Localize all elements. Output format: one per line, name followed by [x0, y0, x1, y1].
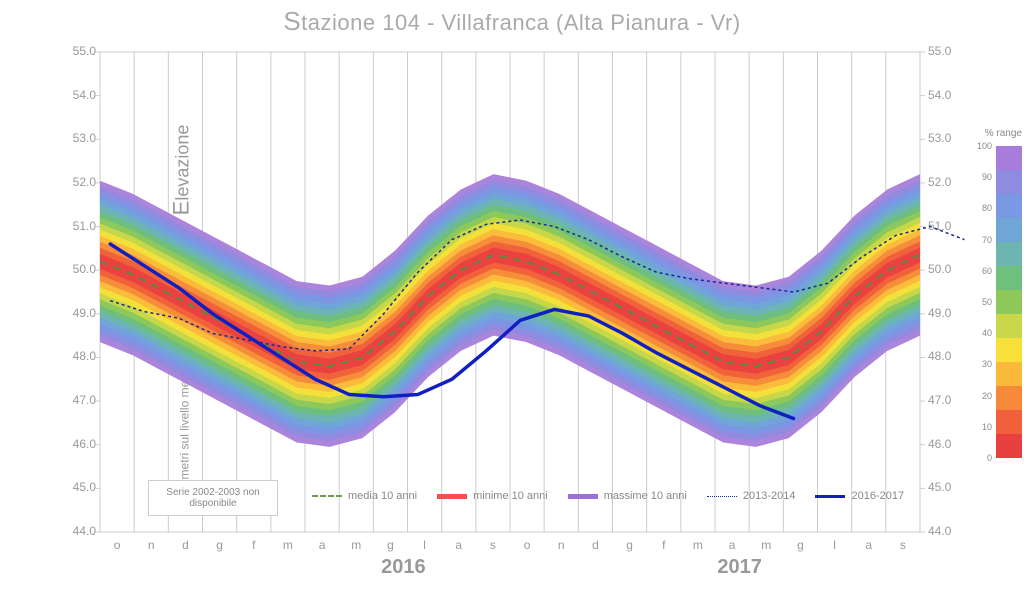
colorbar-segment — [996, 266, 1022, 290]
colorbar — [996, 146, 1022, 458]
colorbar-segment — [996, 386, 1022, 410]
legend-item: media 10 anni — [312, 490, 417, 502]
legend: media 10 anni minime 10 anni massime 10 an… — [312, 490, 904, 502]
colorbar-title: % range — [985, 128, 1022, 139]
legend-note-box: Serie 2002-2003 non disponibile — [148, 480, 278, 516]
colorbar-segment — [996, 338, 1022, 362]
colorbar-segment — [996, 242, 1022, 266]
legend-label: 2016-2017 — [851, 490, 904, 502]
colorbar-tick-label: 100 — [977, 141, 992, 151]
colorbar-tick-label: 0 — [987, 453, 992, 463]
colorbar-segment — [996, 434, 1022, 458]
colorbar-segment — [996, 170, 1022, 194]
legend-swatch — [312, 495, 342, 497]
legend-item: massime 10 anni — [568, 490, 687, 502]
colorbar-segment — [996, 146, 1022, 170]
colorbar-segment — [996, 362, 1022, 386]
colorbar-tick-label: 50 — [982, 297, 992, 307]
legend-swatch — [815, 495, 845, 498]
colorbar-segment — [996, 314, 1022, 338]
colorbar-tick-label: 90 — [982, 172, 992, 182]
legend-label: media 10 anni — [348, 490, 417, 502]
colorbar-segment — [996, 290, 1022, 314]
legend-swatch — [568, 494, 598, 499]
colorbar-tick-label: 40 — [982, 328, 992, 338]
colorbar-segment — [996, 218, 1022, 242]
colorbar-segment — [996, 194, 1022, 218]
colorbar-tick-label: 30 — [982, 359, 992, 369]
chart-container: Stazione 104 - Villafranca (Alta Pianura… — [0, 0, 1024, 603]
legend-note: Serie 2002-2003 non disponibile — [166, 487, 259, 509]
colorbar-tick-label: 20 — [982, 391, 992, 401]
legend-label: minime 10 anni — [473, 490, 548, 502]
legend-item: minime 10 anni — [437, 490, 548, 502]
legend-swatch — [437, 494, 467, 499]
legend-label: 2013-2014 — [743, 490, 796, 502]
colorbar-tick-label: 80 — [982, 203, 992, 213]
legend-item: 2013-2014 — [707, 490, 796, 502]
colorbar-tick-label: 70 — [982, 235, 992, 245]
colorbar-segment — [996, 410, 1022, 434]
legend-swatch — [707, 496, 737, 497]
legend-label: massime 10 anni — [604, 490, 687, 502]
legend-item: 2016-2017 — [815, 490, 904, 502]
colorbar-tick-label: 60 — [982, 266, 992, 276]
colorbar-tick-label: 10 — [982, 422, 992, 432]
